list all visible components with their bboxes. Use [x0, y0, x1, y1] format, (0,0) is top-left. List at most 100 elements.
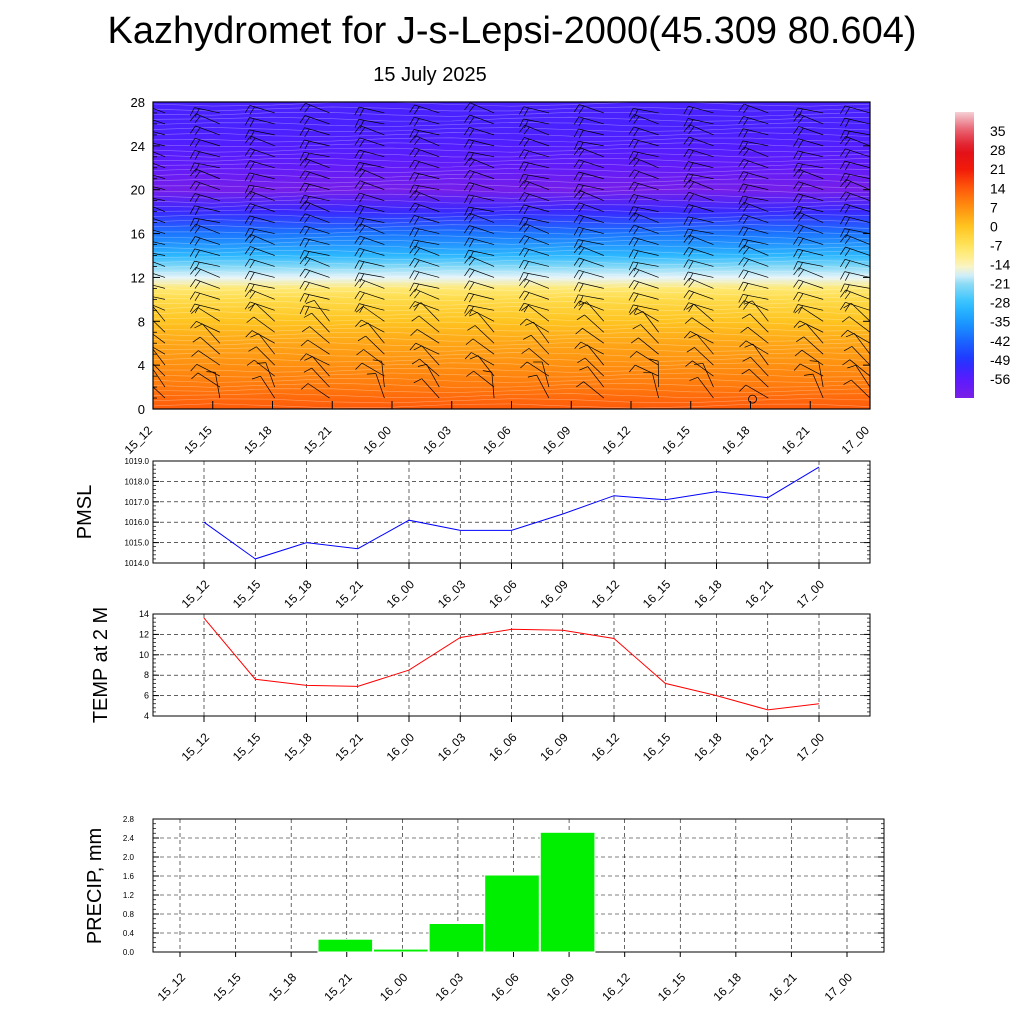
wind-barb-flag [798, 207, 803, 216]
wind-barb-staff [415, 135, 440, 147]
y-tick-label: 4 [138, 358, 145, 373]
wind-barb [683, 216, 714, 226]
wind-barb-staff [526, 318, 550, 333]
wind-barb-staff [303, 250, 330, 256]
contour-line [153, 106, 870, 112]
wind-barb-flag [578, 302, 585, 311]
contour-line [153, 229, 870, 235]
wind-barb [628, 292, 659, 302]
wind-barb-flag [304, 282, 310, 291]
wind-barb-staff [195, 279, 220, 289]
wind-barb [576, 314, 605, 333]
wind-barb-flag [249, 248, 256, 256]
wind-barb-flag [840, 329, 848, 337]
wind-barb [628, 224, 659, 235]
wind-barb [248, 346, 275, 366]
wind-barb-staff [305, 256, 330, 267]
wind-barb-flag [840, 105, 846, 114]
wind-barb-flag [194, 293, 201, 301]
wind-barb-flag [683, 161, 689, 170]
wind-barb [464, 225, 495, 235]
wind-barb [409, 282, 440, 293]
wind-barb-flag [249, 137, 256, 146]
wind-barb-staff [362, 306, 385, 322]
wind-barb-flag [844, 272, 850, 281]
wind-barb-flag [574, 294, 579, 304]
wind-barb-flag [743, 105, 749, 114]
wind-barb [518, 302, 550, 313]
wind-barb-staff [844, 117, 870, 125]
wind-barb-flag [738, 245, 745, 253]
wind-barb-staff [688, 105, 714, 114]
x-tick-label: 16_12 [599, 970, 633, 1004]
wind-barb-staff [578, 140, 604, 147]
wind-barb-staff [635, 307, 659, 322]
wind-barb [840, 191, 870, 202]
wind-barb [413, 345, 440, 366]
wind-barb-flag [414, 185, 419, 194]
wind-barb [683, 259, 714, 269]
wind-barb-flag [469, 195, 474, 205]
wind-barb-staff [523, 118, 549, 125]
wind-barb-flag [194, 305, 200, 314]
wind-barb-staff [194, 303, 220, 311]
wind-barb [464, 182, 495, 192]
wind-barb-flag [190, 279, 196, 288]
y-tick-label: 14 [139, 609, 149, 619]
wind-barb-flag [840, 246, 846, 255]
wind-barb [189, 236, 220, 246]
wind-barb-flag [409, 215, 415, 224]
wind-barb-flag [414, 173, 420, 182]
wind-barb-flag [688, 162, 694, 171]
wind-barb-flag [842, 359, 851, 366]
wind-barb [153, 206, 166, 212]
wind-barb-flag [738, 257, 745, 266]
wind-barb [409, 147, 440, 158]
wind-barb-flag [520, 361, 528, 369]
wind-barb [628, 280, 659, 290]
wind-barb [793, 181, 824, 191]
wind-barb-flag [244, 234, 252, 242]
wind-barb-flag [140, 259, 145, 266]
wind-barb [464, 249, 495, 260]
temp-series-line [203, 617, 820, 711]
wind-barb-flag [683, 136, 690, 145]
wind-barb [519, 223, 550, 234]
wind-barb-staff [523, 259, 550, 267]
wind-barb-staff [358, 162, 385, 169]
wind-barb-flag [194, 170, 201, 179]
wind-barb [840, 228, 870, 238]
wind-barb [797, 323, 824, 344]
wind-barb-flag [409, 135, 416, 144]
wind-barb-flag [194, 194, 200, 203]
wind-barb-flag [140, 161, 145, 168]
wind-barb [153, 363, 166, 377]
wind-barb-staff [194, 217, 220, 223]
wind-barb-flag [527, 374, 537, 378]
wind-barb-flag [468, 128, 475, 137]
wind-barb [190, 223, 220, 234]
wind-barb [356, 349, 385, 366]
wind-barb-flag [523, 261, 529, 270]
wind-barb-staff [579, 257, 604, 267]
wind-barb-staff [153, 346, 166, 355]
wind-barb-flag [519, 180, 525, 188]
wind-barb-flag [688, 272, 694, 282]
wind-barb [464, 255, 495, 267]
wind-barb-flag [523, 218, 529, 227]
contour-line [153, 311, 870, 317]
wind-barb-staff [632, 261, 659, 267]
wind-barb-staff [582, 328, 604, 344]
wind-barb-staff [469, 268, 495, 278]
wind-barb-flag [840, 234, 847, 243]
wind-barb-staff [578, 128, 604, 136]
wind-barb [244, 148, 275, 158]
wind-barb [190, 307, 221, 322]
wind-barb-flag [414, 204, 420, 213]
wind-barb [244, 117, 275, 127]
wind-barb [189, 137, 220, 148]
wind-barb-flag [575, 328, 583, 335]
wind-barb [153, 197, 166, 202]
wind-barb [153, 107, 166, 114]
